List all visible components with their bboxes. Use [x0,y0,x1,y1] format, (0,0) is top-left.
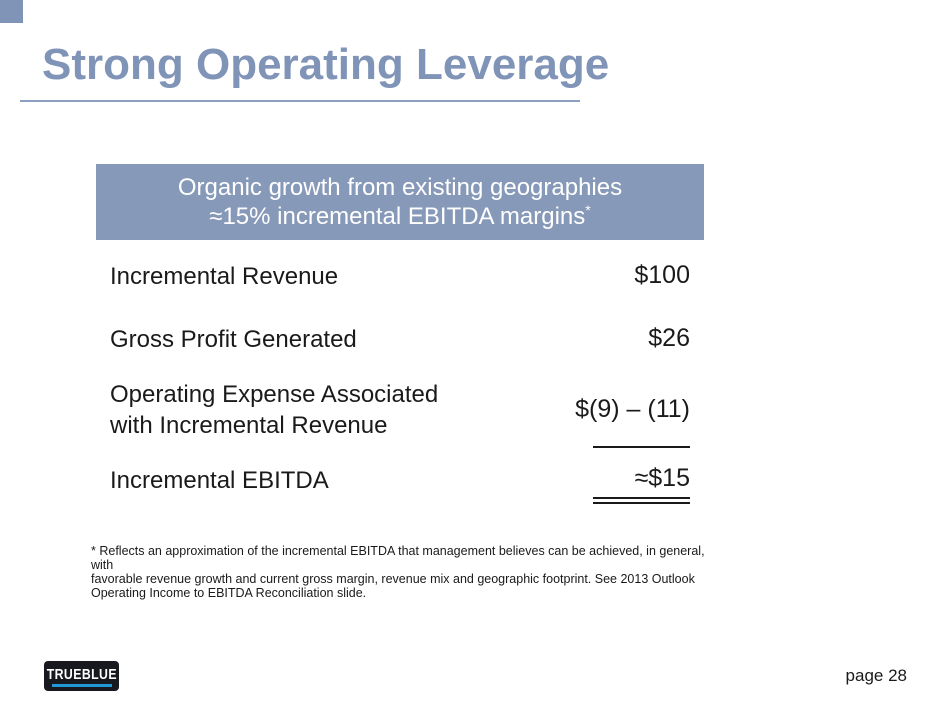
footnote-line-3: Operating Income to EBITDA Reconciliatio… [91,586,367,600]
highlight-box: Organic growth from existing geographies… [96,164,704,240]
total-double-rule [593,497,690,504]
metric-label-operating-expense: Operating Expense Associated with Increm… [110,381,439,439]
registered-trademark-icon: ® [118,668,123,675]
subtotal-rule [593,446,690,448]
logo-text: TRUEBLUE ® [46,665,123,683]
metric-value-incremental-revenue: $100 [634,261,690,289]
slide-title: Strong Operating Leverage [42,40,610,89]
metric-value-incremental-ebitda: ≈$15 [634,464,690,492]
metric-value-gross-profit: $26 [648,324,690,352]
footnote-line-1: * Reflects an approximation of the incre… [91,544,705,572]
metric-label-gross-profit: Gross Profit Generated [110,326,357,353]
corner-accent-square [0,0,23,23]
trueblue-logo: TRUEBLUE ® [44,661,123,691]
metric-value-operating-expense: $(9) – (11) [575,395,690,423]
footnote: * Reflects an approximation of the incre… [91,544,721,600]
highlight-box-line2: ≈15% incremental EBITDA margins* [209,202,591,230]
logo-underline-bar [51,683,112,687]
metric-label-incremental-ebitda: Incremental EBITDA [110,467,329,494]
page-number: page 28 [845,666,907,685]
title-underline-rule [20,100,580,102]
metric-label-incremental-revenue: Incremental Revenue [110,263,339,290]
footnote-line-2: favorable revenue growth and current gro… [91,572,695,586]
footnote-marker: * [585,202,591,218]
highlight-box-line1: Organic growth from existing geographies [177,174,623,201]
